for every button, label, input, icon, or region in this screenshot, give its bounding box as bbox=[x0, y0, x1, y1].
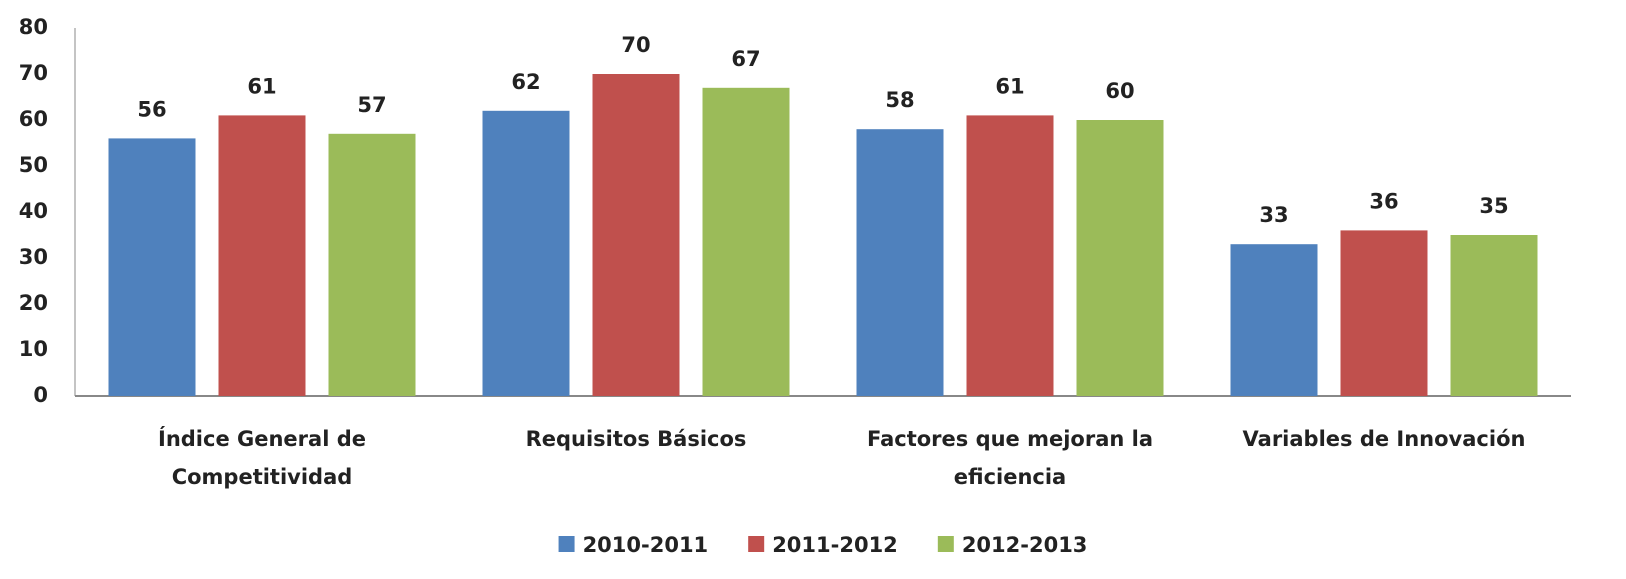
data-label: 58 bbox=[885, 88, 914, 112]
legend-swatch bbox=[558, 536, 575, 552]
bar bbox=[1230, 244, 1318, 396]
data-label: 33 bbox=[1259, 203, 1288, 227]
y-tick-label: 30 bbox=[19, 245, 48, 269]
legend: 2010-2011 2011-2012 2012-2013 bbox=[558, 533, 1088, 557]
data-label: 61 bbox=[247, 74, 276, 98]
x-tick-label: Índice General de Competitividad bbox=[158, 426, 366, 489]
bar bbox=[482, 110, 570, 397]
y-tick-label: 40 bbox=[19, 199, 48, 223]
bar bbox=[592, 74, 680, 396]
data-label: 61 bbox=[995, 74, 1024, 98]
legend-label: 2011-2012 bbox=[772, 533, 898, 557]
y-tick-label: 10 bbox=[19, 337, 48, 361]
data-label: 60 bbox=[1105, 79, 1134, 103]
bar bbox=[328, 133, 416, 397]
data-label: 62 bbox=[511, 70, 540, 94]
bar bbox=[1076, 120, 1164, 396]
x-tick-label: Requisitos Básicos bbox=[526, 427, 747, 451]
x-tick-label: Variables de Innovación bbox=[1243, 427, 1526, 451]
bar bbox=[1450, 235, 1538, 396]
bar bbox=[218, 115, 306, 397]
bar bbox=[966, 115, 1054, 397]
y-tick-label: 50 bbox=[19, 153, 48, 177]
bar bbox=[108, 138, 196, 396]
data-label: 36 bbox=[1369, 189, 1398, 213]
y-tick-label: 60 bbox=[19, 107, 48, 131]
bar bbox=[856, 129, 944, 396]
data-label: 56 bbox=[137, 97, 166, 121]
legend-label: 2010-2011 bbox=[583, 533, 709, 557]
data-label: 70 bbox=[621, 33, 650, 57]
x-tick-label: Factores que mejoran la eficiencia bbox=[867, 427, 1153, 489]
data-label: 57 bbox=[357, 93, 386, 117]
y-tick-label: 20 bbox=[19, 291, 48, 315]
legend-swatch bbox=[748, 536, 765, 552]
y-tick-label: 70 bbox=[19, 61, 48, 85]
bar bbox=[1340, 230, 1428, 396]
y-tick-label: 80 bbox=[19, 15, 48, 39]
legend-label: 2012-2013 bbox=[962, 533, 1088, 557]
legend-swatch bbox=[937, 536, 954, 552]
data-label: 67 bbox=[731, 47, 760, 71]
data-label: 35 bbox=[1479, 194, 1508, 218]
bar bbox=[702, 87, 790, 397]
y-tick-label: 0 bbox=[33, 383, 48, 407]
